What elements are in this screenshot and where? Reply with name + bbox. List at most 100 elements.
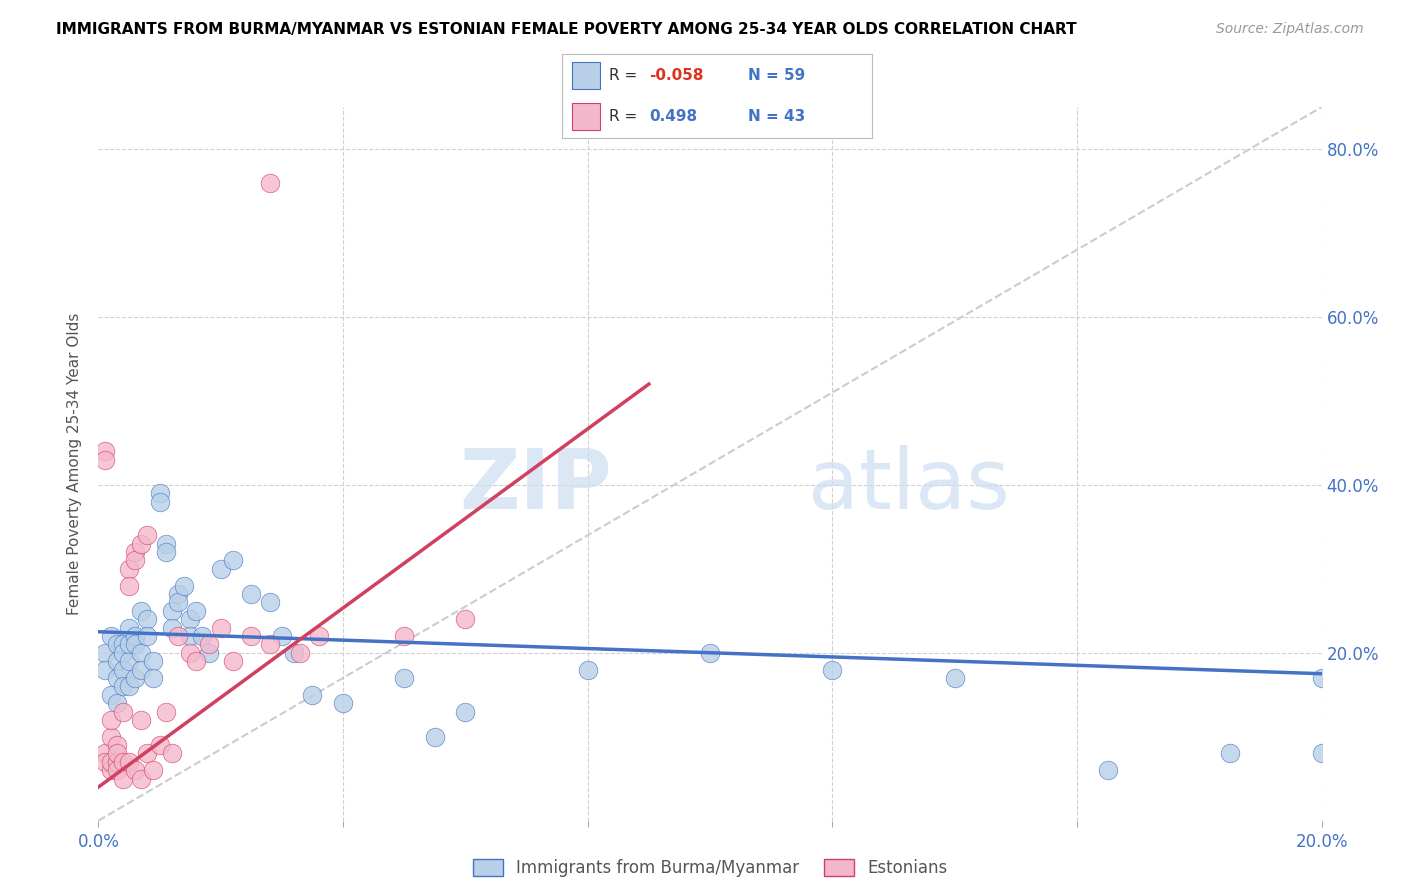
Point bbox=[105, 654, 128, 668]
Point bbox=[129, 663, 152, 677]
Point bbox=[259, 637, 281, 651]
Point bbox=[179, 646, 201, 660]
Point bbox=[111, 755, 134, 769]
Point bbox=[136, 528, 159, 542]
Point bbox=[155, 705, 177, 719]
Point bbox=[129, 772, 152, 786]
Point bbox=[129, 646, 152, 660]
Point bbox=[111, 637, 134, 651]
Point bbox=[129, 713, 152, 727]
Point bbox=[100, 688, 122, 702]
Point bbox=[209, 621, 232, 635]
Point bbox=[179, 629, 201, 643]
Point bbox=[111, 705, 134, 719]
Point bbox=[197, 646, 219, 660]
Point bbox=[142, 764, 165, 778]
Point bbox=[173, 578, 195, 592]
Point bbox=[222, 654, 245, 668]
Point bbox=[142, 671, 165, 685]
Point bbox=[105, 755, 128, 769]
Point bbox=[118, 562, 141, 576]
Point bbox=[136, 747, 159, 761]
Point bbox=[155, 545, 177, 559]
Point bbox=[160, 747, 183, 761]
Text: -0.058: -0.058 bbox=[650, 68, 703, 83]
Point bbox=[118, 654, 141, 668]
Point bbox=[186, 654, 208, 668]
Point bbox=[124, 629, 146, 643]
Point bbox=[124, 637, 146, 651]
Point bbox=[93, 646, 115, 660]
Bar bbox=[572, 62, 599, 89]
Point bbox=[283, 646, 305, 660]
Legend: Immigrants from Burma/Myanmar, Estonians: Immigrants from Burma/Myanmar, Estonians bbox=[465, 852, 955, 884]
Point bbox=[1310, 671, 1333, 685]
Point bbox=[160, 621, 183, 635]
Point bbox=[100, 629, 122, 643]
Point bbox=[118, 637, 141, 651]
Point bbox=[93, 755, 115, 769]
Point bbox=[111, 646, 134, 660]
Point bbox=[699, 646, 721, 660]
Point bbox=[197, 637, 219, 651]
Point bbox=[105, 671, 128, 685]
Point bbox=[179, 612, 201, 626]
Point bbox=[454, 612, 477, 626]
Point bbox=[1219, 747, 1241, 761]
Point bbox=[454, 705, 477, 719]
Point bbox=[136, 629, 159, 643]
Point bbox=[100, 755, 122, 769]
Text: R =: R = bbox=[609, 68, 643, 83]
Point bbox=[392, 629, 416, 643]
Point bbox=[1310, 747, 1333, 761]
Point bbox=[93, 444, 115, 458]
Text: ZIP: ZIP bbox=[460, 445, 612, 525]
Point bbox=[100, 764, 122, 778]
Point bbox=[124, 764, 146, 778]
Text: N = 43: N = 43 bbox=[748, 109, 806, 124]
Point bbox=[1097, 764, 1119, 778]
Point bbox=[118, 679, 141, 693]
Text: IMMIGRANTS FROM BURMA/MYANMAR VS ESTONIAN FEMALE POVERTY AMONG 25-34 YEAR OLDS C: IMMIGRANTS FROM BURMA/MYANMAR VS ESTONIA… bbox=[56, 22, 1077, 37]
Point bbox=[105, 747, 128, 761]
Text: N = 59: N = 59 bbox=[748, 68, 806, 83]
Point bbox=[111, 663, 134, 677]
Point bbox=[186, 604, 208, 618]
Point bbox=[100, 730, 122, 744]
Point bbox=[149, 738, 172, 752]
Point bbox=[167, 595, 190, 609]
Point bbox=[149, 494, 172, 508]
Y-axis label: Female Poverty Among 25-34 Year Olds: Female Poverty Among 25-34 Year Olds bbox=[67, 313, 83, 615]
Text: 0.498: 0.498 bbox=[650, 109, 697, 124]
Point bbox=[142, 654, 165, 668]
Point bbox=[270, 629, 292, 643]
Point bbox=[93, 452, 115, 467]
Point bbox=[308, 629, 330, 643]
Point bbox=[259, 176, 281, 190]
Point bbox=[124, 671, 146, 685]
Point bbox=[118, 621, 141, 635]
Point bbox=[149, 486, 172, 500]
Point bbox=[821, 663, 844, 677]
Point bbox=[105, 696, 128, 710]
Point bbox=[124, 553, 146, 567]
Point bbox=[129, 604, 152, 618]
Point bbox=[124, 545, 146, 559]
Bar bbox=[572, 103, 599, 130]
Point bbox=[111, 679, 134, 693]
Point bbox=[167, 587, 190, 601]
Text: atlas: atlas bbox=[808, 445, 1010, 525]
Point bbox=[93, 747, 115, 761]
Point bbox=[576, 663, 599, 677]
Text: Source: ZipAtlas.com: Source: ZipAtlas.com bbox=[1216, 22, 1364, 37]
Point bbox=[100, 713, 122, 727]
Point bbox=[105, 637, 128, 651]
Point bbox=[423, 730, 446, 744]
Point bbox=[191, 629, 214, 643]
Text: R =: R = bbox=[609, 109, 647, 124]
Point bbox=[290, 646, 312, 660]
Point bbox=[301, 688, 323, 702]
Point bbox=[222, 553, 245, 567]
Point bbox=[240, 629, 263, 643]
Point bbox=[392, 671, 416, 685]
